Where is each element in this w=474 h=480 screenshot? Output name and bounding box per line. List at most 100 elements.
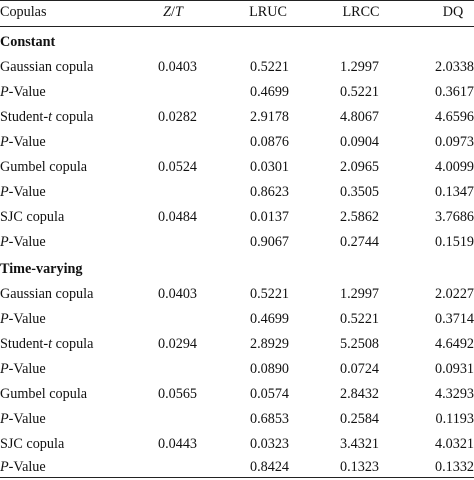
cell-dq: 4.0321 (434, 436, 474, 452)
cell-lrcc: 0.3505 (339, 184, 379, 200)
cell-dq: 3.7686 (434, 209, 474, 225)
cell-lrcc: 2.0965 (339, 159, 379, 175)
row-label: P-Value (0, 130, 46, 155)
cell-lruc: 0.0574 (249, 386, 289, 402)
cell-lruc: 0.0890 (249, 361, 289, 377)
p-symbol: P (0, 311, 9, 327)
row-label: P-Value (0, 80, 46, 105)
p-symbol: P (0, 184, 9, 200)
table-row: P-Value 0.0876 0.0904 0.0973 (0, 130, 474, 155)
cell-lrcc: 1.2997 (339, 286, 379, 302)
p-suffix: -Value (8, 234, 46, 250)
cell-lrcc: 0.2584 (339, 411, 379, 427)
table-row: SJC copula 0.0484 0.0137 2.5862 3.7686 (0, 205, 474, 230)
cell-lrcc: 1.2997 (339, 59, 379, 75)
row-label: Student-t copula (0, 332, 93, 357)
table-top-rule (0, 0, 474, 1)
row-label: P-Value (0, 230, 46, 255)
cell-lrcc: 0.0904 (339, 134, 379, 150)
row-label: SJC copula (0, 436, 65, 452)
cell-dq: 2.0227 (434, 286, 474, 302)
row-label: Gumbel copula (0, 159, 88, 175)
cell-dq: 0.3714 (434, 311, 474, 327)
cell-zt: 0.0443 (157, 436, 197, 452)
cell-dq: 0.1193 (435, 411, 474, 427)
cell-zt: 0.0403 (157, 59, 197, 75)
table-row: P-Value 0.8424 0.1323 0.1332 (0, 455, 474, 480)
header-lrcc: LRCC (342, 4, 380, 20)
table-row: Gaussian copula 0.0403 0.5221 1.2997 2.0… (0, 282, 474, 307)
section-title-time-varying: Time-varying (0, 257, 474, 282)
header-z-over-t: Z/T (158, 0, 188, 25)
cell-lrcc: 0.0724 (339, 361, 379, 377)
row-label: Gaussian copula (0, 286, 94, 302)
header-dq: DQ (442, 4, 464, 20)
header-t: T (174, 4, 183, 20)
cell-dq: 0.3617 (434, 84, 474, 100)
table-row: P-Value 0.9067 0.2744 0.1519 (0, 230, 474, 255)
cell-zt: 0.0565 (157, 386, 197, 402)
table-row: Gumbel copula 0.0524 0.0301 2.0965 4.009… (0, 155, 474, 180)
cell-zt: 0.0484 (157, 209, 197, 225)
cell-zt: 0.0524 (157, 159, 197, 175)
table-bottom-rule (0, 477, 474, 478)
label-post: copula (52, 336, 94, 352)
table-row: P-Value 0.4699 0.5221 0.3714 (0, 307, 474, 332)
cell-dq: 0.1332 (434, 459, 474, 475)
cell-lruc: 2.8929 (249, 336, 289, 352)
cell-dq: 2.0338 (434, 59, 474, 75)
p-suffix: -Value (8, 311, 46, 327)
cell-dq: 4.0099 (434, 159, 474, 175)
p-suffix: -Value (8, 459, 46, 475)
row-label: SJC copula (0, 209, 65, 225)
p-suffix: -Value (8, 411, 46, 427)
cell-lrcc: 0.1323 (339, 459, 379, 475)
cell-lrcc: 2.8432 (339, 386, 379, 402)
cell-lrcc: 4.8067 (339, 109, 379, 125)
table-row: Gumbel copula 0.0565 0.0574 2.8432 4.329… (0, 382, 474, 407)
cell-dq: 0.1347 (434, 184, 474, 200)
p-suffix: -Value (8, 361, 46, 377)
row-label: P-Value (0, 307, 46, 332)
cell-dq: 0.0973 (434, 134, 474, 150)
table-header-rule (0, 26, 474, 27)
section-title: Constant (0, 34, 56, 50)
label-t: t (48, 336, 53, 352)
p-symbol: P (0, 459, 9, 475)
cell-lruc: 0.8623 (249, 184, 289, 200)
cell-lrcc: 5.2508 (339, 336, 379, 352)
cell-lruc: 0.8424 (249, 459, 289, 475)
cell-lrcc: 0.2744 (339, 234, 379, 250)
cell-lruc: 0.9067 (249, 234, 289, 250)
table-row: SJC copula 0.0443 0.0323 3.4321 4.0321 (0, 432, 474, 457)
table-header-row: Copulas Z/T LRUC LRCC DQ (0, 0, 474, 25)
header-z: Z (163, 4, 172, 20)
cell-lruc: 0.4699 (249, 84, 289, 100)
cell-zt: 0.0282 (157, 109, 197, 125)
p-suffix: -Value (8, 184, 46, 200)
section-title-constant: Constant (0, 30, 474, 55)
label-pre: Student- (0, 336, 49, 352)
cell-lruc: 0.4699 (249, 311, 289, 327)
cell-zt: 0.0294 (157, 336, 197, 352)
cell-lruc: 0.5221 (249, 59, 289, 75)
row-label: P-Value (0, 357, 46, 382)
p-symbol: P (0, 84, 9, 100)
p-suffix: -Value (8, 134, 46, 150)
p-symbol: P (0, 234, 9, 250)
p-symbol: P (0, 361, 9, 377)
row-label: P-Value (0, 180, 46, 205)
cell-lruc: 0.6853 (249, 411, 289, 427)
row-label: Gumbel copula (0, 386, 88, 402)
table-row: P-Value 0.4699 0.5221 0.3617 (0, 80, 474, 105)
cell-zt: 0.0403 (157, 286, 197, 302)
cell-dq: 0.0931 (434, 361, 474, 377)
label-post: copula (52, 109, 94, 125)
cell-lruc: 0.0876 (249, 134, 289, 150)
cell-lruc: 2.9178 (249, 109, 289, 125)
p-symbol: P (0, 134, 9, 150)
cell-lruc: 0.0301 (249, 159, 289, 175)
table-row: P-Value 0.0890 0.0724 0.0931 (0, 357, 474, 382)
cell-lruc: 0.5221 (249, 286, 289, 302)
cell-dq: 4.6596 (434, 109, 474, 125)
